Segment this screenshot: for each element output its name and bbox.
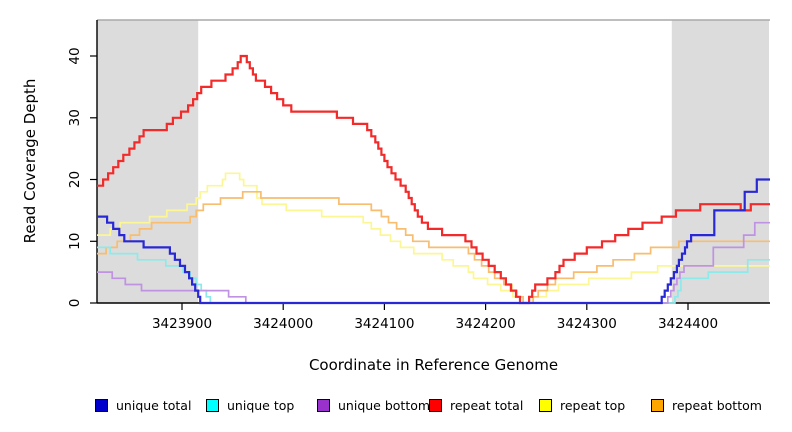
legend-swatch [429, 398, 442, 412]
legend-item-repeat-bottom: repeat bottom [651, 396, 762, 414]
legend-swatch [95, 398, 108, 412]
y-tick-label: 20 [67, 171, 83, 188]
series-repeat-bottom [97, 190, 770, 304]
legend-label: repeat top [560, 397, 626, 413]
series-unique-bottom [97, 221, 770, 304]
series-unique-total [97, 178, 770, 305]
legend-label: unique top [227, 397, 295, 413]
x-tick-label: 3424300 [557, 316, 617, 332]
x-tick-label: 3424200 [456, 316, 516, 332]
legend-swatch [539, 398, 552, 412]
series-repeat-total [97, 54, 770, 305]
legend-label: repeat total [450, 397, 524, 413]
legend-label: repeat bottom [672, 397, 762, 413]
x-tick-label: 3424000 [253, 316, 313, 332]
y-tick-label: 0 [67, 299, 83, 308]
y-tick-label: 10 [67, 233, 83, 250]
shaded-region [97, 20, 199, 303]
legend-swatch [317, 398, 330, 412]
legend-swatch [651, 398, 664, 412]
y-axis-title: Read Coverage Depth [21, 78, 39, 244]
legend-item-unique-total: unique total [95, 396, 191, 414]
x-tick-label: 3424400 [658, 316, 718, 332]
y-tick-label: 40 [67, 47, 83, 64]
x-axis-title: Coordinate in Reference Genome [308, 356, 559, 374]
legend-item-repeat-total: repeat total [429, 396, 523, 414]
y-tick-label: 30 [67, 109, 83, 126]
legend: unique total unique top unique bottom repea… [0, 396, 792, 420]
legend-label: unique total [116, 397, 192, 413]
legend-swatch [206, 398, 219, 412]
shaded-region [671, 20, 769, 303]
x-tick-label: 3423900 [152, 316, 212, 332]
legend-item-unique-bottom: unique bottom [317, 396, 430, 414]
coverage-plot: 3423900 3424000 3424100 3424200 3424300 34244… [67, 19, 770, 332]
legend-item-unique-top: unique top [206, 396, 294, 414]
x-tick-label: 3424100 [354, 316, 414, 332]
legend-label: unique bottom [338, 397, 431, 413]
legend-item-repeat-top: repeat top [539, 396, 625, 414]
